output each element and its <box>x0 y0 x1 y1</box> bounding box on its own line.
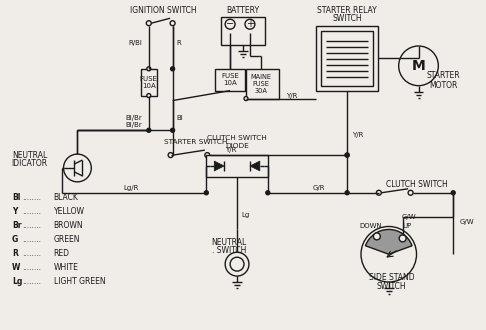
Text: MOTOR: MOTOR <box>429 81 457 90</box>
Circle shape <box>225 19 235 29</box>
Text: +: + <box>246 19 254 29</box>
Text: DOWN: DOWN <box>360 223 382 229</box>
Text: G/W: G/W <box>401 214 416 219</box>
Bar <box>316 26 378 91</box>
Text: CLUTCH SWITCH: CLUTCH SWITCH <box>386 180 448 189</box>
Text: Y/R: Y/R <box>225 147 237 153</box>
Circle shape <box>230 257 244 271</box>
Bar <box>321 31 373 86</box>
Circle shape <box>204 191 208 195</box>
Text: R/Bl: R/Bl <box>128 40 142 46</box>
Circle shape <box>171 128 174 132</box>
Text: Lg: Lg <box>12 277 22 285</box>
Circle shape <box>245 19 255 29</box>
Circle shape <box>376 190 382 195</box>
Circle shape <box>345 153 349 157</box>
Text: Lg/R: Lg/R <box>123 185 139 191</box>
Circle shape <box>147 128 151 132</box>
Text: ........: ........ <box>22 235 41 244</box>
Bar <box>215 69 245 91</box>
Circle shape <box>225 252 249 276</box>
Circle shape <box>146 21 151 26</box>
Circle shape <box>147 94 151 98</box>
Text: IGNITION SWITCH: IGNITION SWITCH <box>130 6 197 15</box>
Circle shape <box>345 153 349 157</box>
Circle shape <box>170 21 175 26</box>
Text: Bl: Bl <box>176 115 183 121</box>
Circle shape <box>361 226 417 282</box>
Text: R: R <box>176 40 181 46</box>
Bar <box>207 155 268 177</box>
Text: G: G <box>12 235 18 244</box>
Circle shape <box>205 152 210 157</box>
Text: STARTER: STARTER <box>427 71 460 80</box>
Text: SWITCH: SWITCH <box>332 14 362 23</box>
Text: R: R <box>12 249 18 258</box>
Text: SIDE STAND: SIDE STAND <box>369 273 415 281</box>
Text: WHITE: WHITE <box>53 263 78 272</box>
Text: BATTERY: BATTERY <box>226 6 260 15</box>
Text: FUSE
10A: FUSE 10A <box>221 73 239 86</box>
Text: Bl/Br: Bl/Br <box>125 115 142 121</box>
Text: FUSE
10A: FUSE 10A <box>140 76 158 89</box>
Circle shape <box>244 97 248 101</box>
Text: M: M <box>412 59 425 73</box>
Circle shape <box>399 46 438 86</box>
Polygon shape <box>250 161 260 171</box>
Text: . SWITCH: . SWITCH <box>212 246 246 255</box>
Text: GREEN: GREEN <box>53 235 80 244</box>
Text: UP: UP <box>402 223 411 229</box>
Text: MAINE
FUSE
30A: MAINE FUSE 30A <box>250 74 271 94</box>
Circle shape <box>373 233 381 240</box>
Text: G/R: G/R <box>313 185 326 191</box>
Bar <box>141 69 156 96</box>
Circle shape <box>64 154 91 182</box>
Circle shape <box>168 152 173 157</box>
Bar <box>246 69 278 99</box>
Text: W: W <box>12 263 20 272</box>
Text: ........: ........ <box>22 221 41 230</box>
Text: LIGHT GREEN: LIGHT GREEN <box>53 277 105 285</box>
Text: ........: ........ <box>22 207 41 216</box>
Text: ........: ........ <box>22 277 41 285</box>
Circle shape <box>266 191 270 195</box>
Text: Bl/Br: Bl/Br <box>125 122 142 128</box>
Text: Br: Br <box>12 221 21 230</box>
Wedge shape <box>365 229 412 254</box>
Text: SWITCH: SWITCH <box>377 282 407 291</box>
Circle shape <box>408 190 413 195</box>
Text: NEUTRAL: NEUTRAL <box>211 238 247 247</box>
Text: Y: Y <box>12 207 17 216</box>
Text: STARTER RELAY: STARTER RELAY <box>317 6 377 15</box>
Text: ........: ........ <box>22 263 41 272</box>
Text: CLUTCH SWITCH: CLUTCH SWITCH <box>207 135 267 141</box>
Bar <box>221 17 265 45</box>
Text: YELLOW: YELLOW <box>53 207 85 216</box>
Circle shape <box>147 67 151 71</box>
Text: Lg: Lg <box>241 212 249 217</box>
Text: DIODE: DIODE <box>225 143 249 149</box>
Text: ........: ........ <box>22 249 41 258</box>
Circle shape <box>171 67 174 71</box>
Text: RED: RED <box>53 249 69 258</box>
Text: IDICATOR: IDICATOR <box>12 158 48 168</box>
Text: BROWN: BROWN <box>53 221 83 230</box>
Text: NEUTRAL: NEUTRAL <box>12 150 48 160</box>
Text: BLACK: BLACK <box>53 193 78 202</box>
Text: ........: ........ <box>22 193 41 202</box>
Text: STARTER SWITCH: STARTER SWITCH <box>164 139 227 145</box>
Text: −: − <box>226 19 234 29</box>
Circle shape <box>345 191 349 195</box>
Text: Y/R: Y/R <box>352 132 364 138</box>
Circle shape <box>451 191 455 195</box>
Text: Y/R: Y/R <box>286 93 297 99</box>
Text: Bl: Bl <box>12 193 20 202</box>
Text: G/W: G/W <box>459 218 474 224</box>
Polygon shape <box>214 161 224 171</box>
Circle shape <box>399 235 406 242</box>
